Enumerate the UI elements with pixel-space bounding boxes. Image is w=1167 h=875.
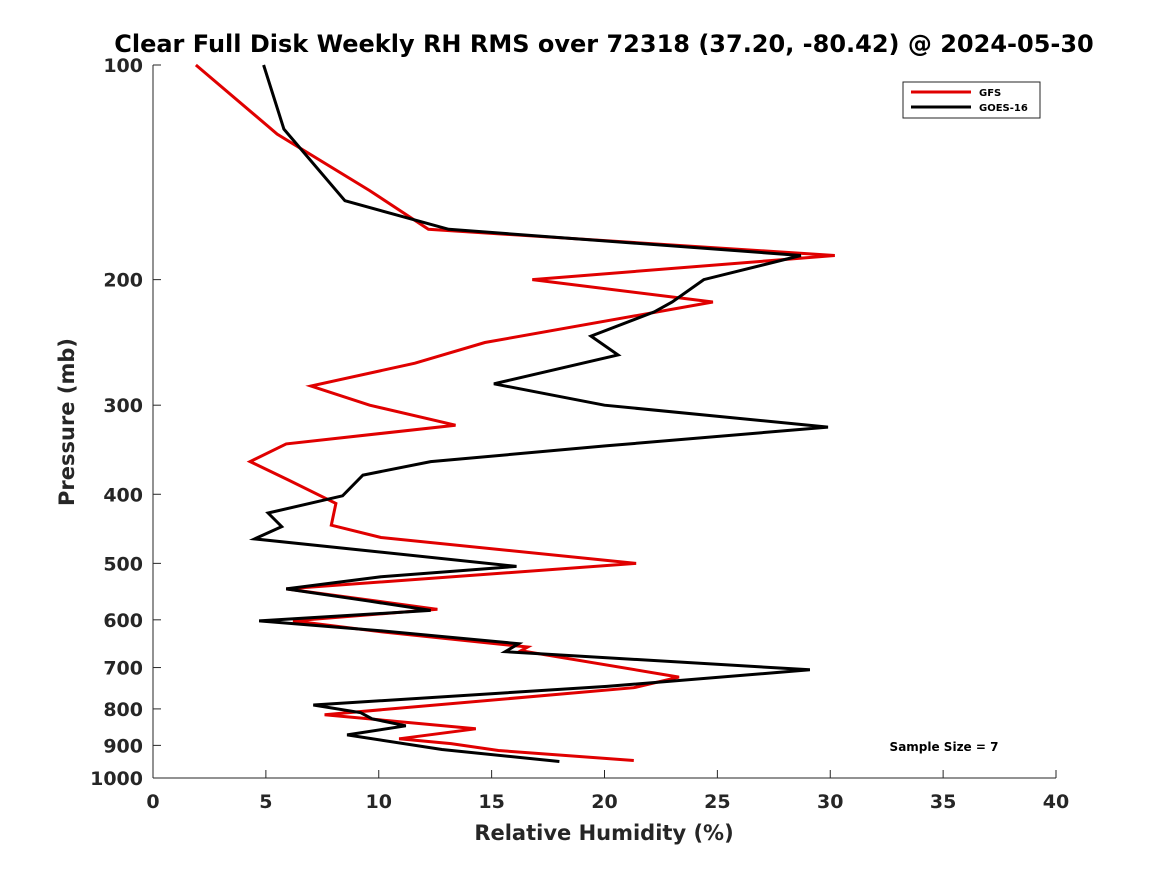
sample-size-annotation: Sample Size = 7 [890,740,999,754]
series-line-gfs [194,63,835,762]
x-tick-label: 15 [478,791,504,813]
x-tick-label: 35 [930,791,956,813]
y-tick-label: 1000 [90,768,143,790]
y-axis-label: Pressure (mb) [55,338,79,506]
axes: 0 5 10 15 20 25 30 35 40 100 200 300 400 500 600 700 800… [90,55,1069,813]
y-tick-label: 800 [103,699,143,721]
x-tick-label: 5 [259,791,272,813]
y-tick-label: 300 [103,395,143,417]
x-tick-label: 20 [591,791,617,813]
y-tick-label: 100 [103,55,143,77]
chart-title: Clear Full Disk Weekly RH RMS over 72318… [114,30,1094,58]
y-tick-label: 900 [103,735,143,757]
y-tick-label: 600 [103,610,143,632]
x-axis-label: Relative Humidity (%) [474,821,733,845]
series-line-goes-16 [248,64,829,763]
x-tick-label: 40 [1043,791,1069,813]
x-tick-label: 25 [704,791,730,813]
legend-label-gfs: GFS [979,88,1001,99]
y-tick-label: 200 [103,270,143,292]
legend-label-goes-16: GOES-16 [979,103,1028,114]
y-tick-label: 400 [103,484,143,506]
x-tick-label: 0 [146,791,159,813]
y-tick-label: 500 [103,553,143,575]
legend-box [902,81,1041,119]
x-tick-label: 10 [366,791,392,813]
legend: GFS GOES-16 [902,81,1041,119]
series-layer [194,63,835,763]
x-tick-label: 30 [817,791,843,813]
y-tick-label: 700 [103,658,143,680]
